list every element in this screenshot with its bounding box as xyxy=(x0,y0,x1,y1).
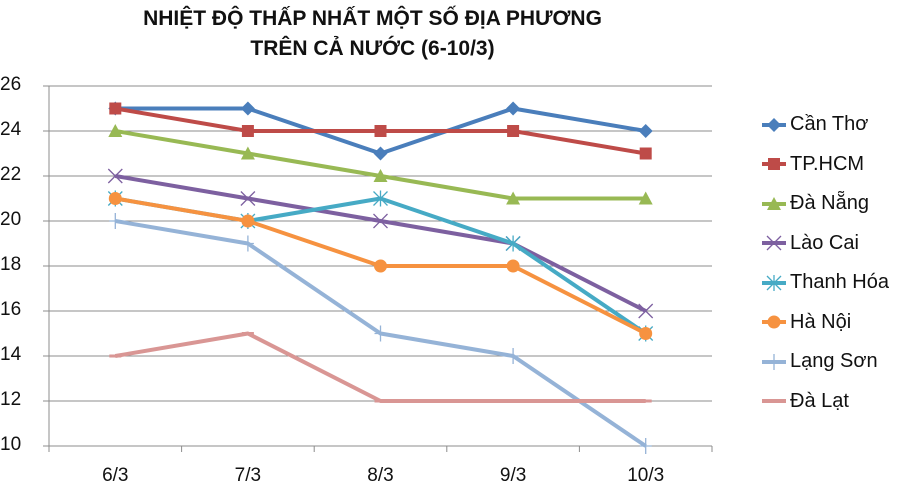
triangle-marker-icon xyxy=(108,124,123,137)
x-tick-label: 9/3 xyxy=(499,465,527,486)
x-marker-icon xyxy=(638,303,654,319)
circle-marker-icon xyxy=(639,327,653,340)
triangle-marker-icon xyxy=(767,196,781,210)
legend-label: Lạng Sơn xyxy=(790,350,878,373)
y-tick-label: 26 xyxy=(0,74,22,95)
diamond-marker-icon xyxy=(638,124,653,138)
y-tick-label: 14 xyxy=(0,344,22,365)
circle-marker-icon xyxy=(241,214,255,228)
legend-swatch-icon xyxy=(762,158,786,171)
y-tick-label: 12 xyxy=(0,389,22,410)
legend-item: Cần Thơ xyxy=(760,105,889,145)
legend-label: Thanh Hóa xyxy=(790,271,889,294)
circle-marker-icon xyxy=(767,315,781,329)
star-marker-icon xyxy=(373,190,388,207)
x-marker-icon xyxy=(766,235,782,251)
legend: Cần Thơ TP.HCM Đà Nẵng Lào Cai Thanh Hóa Hà N… xyxy=(760,105,889,421)
x-tick-label: 8/3 xyxy=(367,465,394,486)
legend-label: Lào Cai xyxy=(790,231,859,254)
chart-title: NHIỆT ĐỘ THẤP NHẤT MỘT SỐ ĐỊA PHƯƠNG TRÊ… xyxy=(0,4,745,64)
legend-label: Đà Nẵng xyxy=(790,192,869,215)
series-line xyxy=(108,192,653,340)
legend-item: Đà Lạt xyxy=(760,382,889,422)
legend-item: Hà Nội xyxy=(760,303,889,343)
series-line xyxy=(109,331,652,403)
legend-swatch-icon xyxy=(762,117,786,132)
legend-label: TP.HCM xyxy=(790,152,865,175)
legend-item: Lào Cai xyxy=(760,224,889,264)
x-marker-icon xyxy=(240,191,256,206)
square-marker-icon xyxy=(109,102,122,115)
legend-swatch-icon xyxy=(762,235,786,251)
legend-swatch-icon xyxy=(762,274,786,291)
triangle-marker-icon xyxy=(373,169,388,182)
plus-marker-icon xyxy=(241,235,254,252)
y-tick-label: 24 xyxy=(0,119,22,140)
legend-item: TP.HCM xyxy=(760,145,889,185)
legend-swatch-icon xyxy=(762,196,786,210)
square-marker-icon xyxy=(639,147,652,160)
square-marker-icon xyxy=(374,125,387,137)
diamond-marker-icon xyxy=(373,146,388,161)
x-marker-icon xyxy=(107,168,123,184)
plus-marker-icon xyxy=(768,353,780,370)
plus-marker-icon xyxy=(639,438,652,454)
y-tick-label: 10 xyxy=(0,434,22,455)
circle-marker-icon xyxy=(506,259,520,273)
chart-title-line-1: NHIỆT ĐỘ THẤP NHẤT MỘT SỐ ĐỊA PHƯƠNG xyxy=(143,7,602,30)
legend-item: Thanh Hóa xyxy=(760,263,889,303)
series-line xyxy=(109,102,652,160)
legend-swatch-icon xyxy=(762,399,786,404)
legend-label: Cần Thơ xyxy=(790,113,869,136)
plus-marker-icon xyxy=(109,213,122,229)
x-tick-label: 10/3 xyxy=(627,465,665,486)
circle-marker-icon xyxy=(374,259,387,273)
series-line xyxy=(108,124,653,205)
y-tick-label: 22 xyxy=(0,164,22,185)
legend-swatch-icon xyxy=(762,353,786,370)
legend-label: Đà Lạt xyxy=(790,389,849,412)
diamond-marker-icon xyxy=(506,101,521,116)
y-tick-label: 18 xyxy=(0,254,22,275)
circle-marker-icon xyxy=(108,192,122,205)
y-tick-label: 16 xyxy=(0,299,22,320)
plus-marker-icon xyxy=(507,348,520,364)
legend-item: Lạng Sơn xyxy=(760,342,889,382)
square-marker-icon xyxy=(241,125,254,137)
x-tick-label: 6/3 xyxy=(102,465,129,486)
triangle-marker-icon xyxy=(638,191,653,205)
triangle-marker-icon xyxy=(240,146,255,160)
legend-item: Đà Nẵng xyxy=(760,184,889,224)
plus-marker-icon xyxy=(374,325,387,342)
diamond-marker-icon xyxy=(767,117,781,132)
series-line xyxy=(109,213,652,454)
legend-label: Hà Nội xyxy=(790,310,852,333)
square-marker-icon xyxy=(768,158,780,171)
square-marker-icon xyxy=(507,125,520,137)
triangle-marker-icon xyxy=(506,191,521,205)
y-tick-label: 20 xyxy=(0,209,22,230)
diamond-marker-icon xyxy=(240,101,255,116)
legend-swatch-icon xyxy=(762,315,786,329)
x-tick-label: 7/3 xyxy=(234,465,262,486)
star-marker-icon xyxy=(505,235,521,252)
x-marker-icon xyxy=(373,213,388,229)
chart-title-line-2: TRÊN CẢ NƯỚC (6-10/3) xyxy=(250,37,495,60)
star-marker-icon xyxy=(766,274,782,291)
